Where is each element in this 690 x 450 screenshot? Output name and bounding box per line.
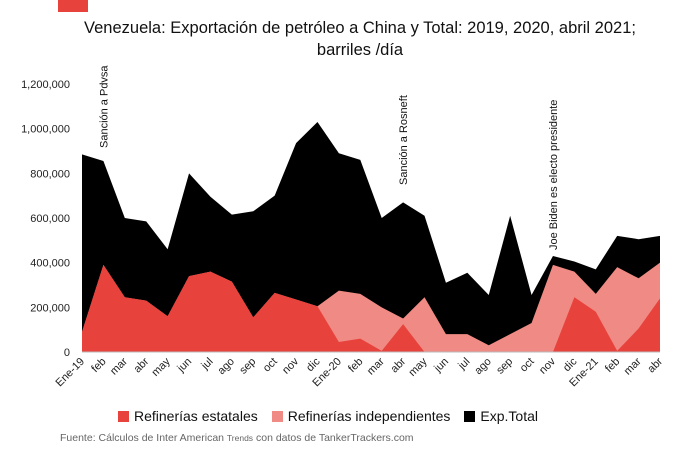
y-tick-label: 1,200,000: [21, 79, 70, 91]
legend-label-total: Exp.Total: [480, 408, 538, 424]
x-tick-label: mar: [622, 355, 644, 377]
brand-accent-bar: [58, 0, 88, 12]
x-tick-label: ago: [472, 356, 493, 377]
y-tick-label: 600,000: [30, 213, 70, 225]
x-tick-label: mar: [365, 355, 387, 377]
source-trends: Trends: [226, 433, 254, 443]
x-tick-label: nov: [537, 355, 558, 376]
x-tick-label: mar: [108, 355, 130, 377]
source-note: Fuente: Cálculos de Inter American Trend…: [60, 432, 414, 444]
legend: Refinerías estatales Refinerías independ…: [118, 408, 552, 424]
series-area-estatales: [82, 264, 660, 352]
legend-swatch-estatales: [118, 410, 129, 422]
x-tick-label: oct: [518, 356, 537, 375]
data-areas: [82, 121, 660, 352]
source-suffix: con datos de TankerTrackers.com: [253, 432, 414, 444]
chart-title-line-1: Venezuela: Exportación de petróleo a Chi…: [84, 19, 636, 37]
legend-swatch-independientes: [271, 410, 283, 422]
y-tick-label: 0: [64, 347, 70, 359]
x-tick-label: jun: [175, 356, 195, 376]
x-tick-label: Ene-19: [54, 356, 88, 390]
source-prefix: Fuente: Cálculos de Inter American: [60, 432, 227, 444]
y-tick-label: 400,000: [30, 258, 70, 270]
x-tick-label: jul: [455, 356, 472, 373]
y-tick-label: 1,000,000: [21, 124, 70, 136]
legend-label-independientes: Refinerías independientes: [287, 408, 451, 424]
chart-title-line-2: barriles /día: [316, 41, 404, 59]
x-tick-label: abr: [388, 355, 408, 375]
x-tick-label: sep: [494, 356, 515, 377]
x-tick-label: abr: [645, 355, 665, 375]
annotations: Sanción a Pdvsa Sanción a Rosneft Joe Bide…: [98, 65, 560, 250]
annotation-label: Sanción a Rosneft: [398, 95, 410, 185]
legend-item-estatales: Refinerías estatales: [118, 408, 258, 424]
legend-swatch-total: [464, 410, 476, 422]
x-tick-label: nov: [280, 355, 301, 376]
axes: 0 200,000 400,000 600,000 800,000 1,000,000 1,…: [21, 79, 665, 389]
x-tick-label: jul: [199, 356, 216, 373]
chart-title: Venezuela: Exportación de petróleo a Chi…: [40, 17, 680, 61]
y-tick-label: 800,000: [30, 168, 70, 180]
y-tick-label: 200,000: [30, 302, 70, 314]
x-tick-label: ago: [216, 356, 237, 377]
x-tick-label: may: [150, 355, 174, 379]
x-tick-label: sep: [237, 356, 258, 377]
x-tick-label: jun: [431, 356, 451, 376]
x-tick-label: oct: [261, 356, 280, 375]
legend-label-estatales: Refinerías estatales: [134, 408, 258, 424]
x-tick-label: feb: [603, 356, 622, 375]
legend-item-independientes: Refinerías independientes: [271, 408, 451, 424]
legend-item-total: Exp.Total: [464, 408, 538, 424]
annotation-label: Sanción a Pdvsa: [98, 65, 110, 148]
x-tick-label: feb: [89, 356, 108, 375]
x-tick-label: abr: [132, 355, 152, 375]
x-tick-label: feb: [346, 356, 365, 375]
annotation-label: Joe Biden es electo presidente: [548, 100, 560, 250]
x-tick-label: may: [406, 355, 430, 379]
